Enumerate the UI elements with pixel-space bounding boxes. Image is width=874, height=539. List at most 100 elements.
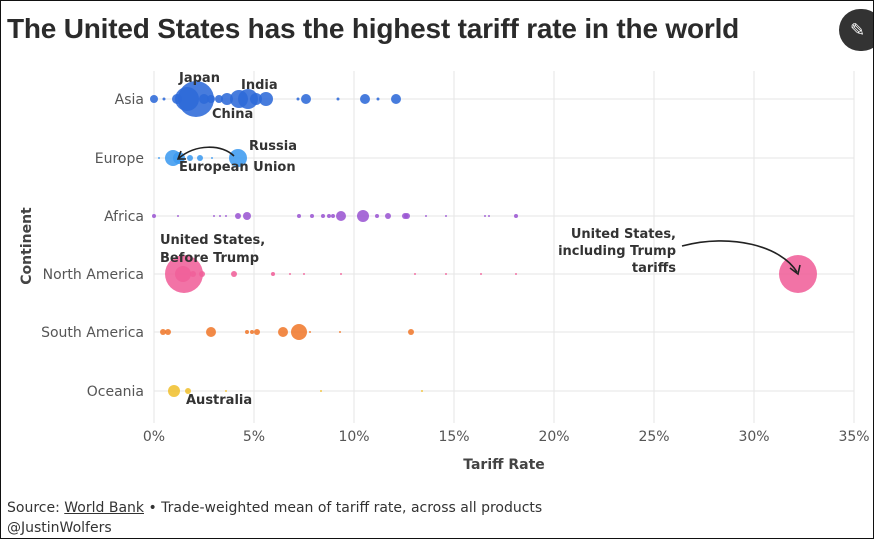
category-label: Oceania: [87, 384, 144, 400]
data-point-africa: [297, 214, 301, 218]
data-point-asia: [230, 90, 248, 108]
footer: Source: World Bank • Trade-weighted mean…: [7, 498, 542, 538]
us-trump-arrow: [681, 240, 798, 273]
data-point-asia: [172, 94, 182, 104]
data-point-south-america: [278, 327, 288, 337]
data-point-asia: [391, 94, 401, 104]
data-point-europe: [187, 155, 193, 161]
data-point-asia: [175, 87, 199, 111]
annotation-us-trump-1: United States,: [571, 227, 676, 242]
data-point-asia: [207, 95, 215, 103]
data-point-africa: [177, 215, 179, 217]
data-point-north-america: [175, 266, 191, 282]
data-point-south-america: [309, 331, 311, 333]
data-point-africa: [375, 214, 379, 218]
data-point-oceania: [185, 388, 191, 394]
source-note: • Trade-weighted mean of tariff rate, ac…: [148, 500, 543, 516]
us-trump-arrowhead: [789, 264, 801, 276]
data-point-north-america: [271, 272, 275, 276]
data-point-africa: [445, 215, 447, 217]
data-point-africa: [213, 215, 215, 217]
data-point-asia: [376, 97, 380, 101]
data-point-north-america: [289, 273, 291, 275]
data-point-south-america: [165, 329, 171, 335]
data-point-north-america: [480, 273, 482, 275]
data-point-north-america: [414, 273, 416, 275]
x-axis-ticks: 0% 5% 10% 15% 20% 25% 30% 35%: [143, 429, 870, 445]
data-point-south-america: [408, 329, 414, 335]
data-point-north-america: [340, 273, 342, 275]
data-point-europe: [229, 149, 247, 167]
data-point-asia: [259, 92, 273, 106]
author-handle: @JustinWolfers: [7, 520, 112, 536]
category-label: South America: [41, 325, 144, 341]
data-points: [150, 81, 817, 397]
eu-arrowhead: [176, 150, 186, 160]
source-line: Source: World Bank • Trade-weighted mean…: [7, 498, 542, 518]
category-label: North America: [43, 267, 144, 283]
x-tick-label: 5%: [243, 429, 265, 445]
data-point-europe: [197, 155, 203, 161]
data-point-africa: [331, 214, 335, 218]
x-tick-label: 0%: [143, 429, 165, 445]
y-axis-title: Continent: [19, 207, 35, 285]
annotation-china: China: [212, 107, 253, 122]
x-tick-label: 25%: [638, 429, 669, 445]
data-point-africa: [235, 213, 241, 219]
data-point-south-america: [254, 329, 260, 335]
category-label: Europe: [95, 151, 144, 167]
annotation-us-before-2: Before Trump: [160, 251, 259, 266]
data-point-oceania: [168, 385, 180, 397]
annotation-arrows: [176, 146, 801, 276]
data-point-south-america: [291, 324, 307, 340]
data-point-europe: [211, 157, 213, 159]
annotation-japan: Japan: [178, 71, 220, 86]
x-tick-label: 20%: [538, 429, 569, 445]
data-point-asia: [360, 94, 370, 104]
x-tick-label: 30%: [738, 429, 769, 445]
grid: [153, 71, 855, 423]
data-point-africa: [243, 212, 251, 220]
data-point-south-america: [160, 329, 166, 335]
pencil-icon: ✎: [850, 19, 866, 40]
data-point-asia: [336, 97, 340, 101]
data-point-asia: [162, 97, 166, 101]
data-point-africa: [321, 214, 325, 218]
annotation-russia: Russia: [249, 139, 297, 154]
annotation-us-trump-3: tariffs: [632, 261, 676, 276]
x-tick-label: 35%: [838, 429, 869, 445]
annotations: Japan India China Russia European Union …: [160, 71, 676, 408]
x-tick-label: 15%: [438, 429, 469, 445]
annotation-australia: Australia: [186, 393, 252, 408]
data-point-north-america: [190, 271, 196, 277]
y-axis-categories: Asia Europe Africa North America South Ameri…: [41, 92, 144, 400]
annotation-india: India: [241, 78, 278, 93]
data-point-africa: [484, 215, 486, 217]
annotation-us-before-1: United States,: [160, 233, 265, 248]
category-label: Africa: [104, 209, 144, 225]
data-point-north-america: [199, 271, 205, 277]
data-point-africa: [425, 215, 427, 217]
data-point-africa: [404, 213, 410, 219]
data-point-asia: [215, 95, 223, 103]
annotation-eu: European Union: [179, 160, 296, 175]
data-point-oceania: [421, 390, 423, 392]
data-point-oceania: [320, 390, 322, 392]
annotation-us-trump-2: including Trump: [558, 244, 676, 259]
data-point-south-america: [339, 331, 341, 333]
category-label: Asia: [115, 92, 144, 108]
data-point-north-america: [515, 273, 517, 275]
data-point-africa: [514, 214, 518, 218]
data-point-north-america: [231, 271, 237, 277]
data-point-africa: [219, 215, 221, 217]
data-point-asia: [301, 94, 311, 104]
data-point-south-america: [245, 330, 249, 334]
world-bank-link[interactable]: World Bank: [64, 500, 144, 516]
data-point-africa: [357, 210, 369, 222]
chart-title: The United States has the highest tariff…: [7, 13, 740, 44]
edit-button[interactable]: ✎: [839, 9, 873, 51]
data-point-africa: [327, 214, 331, 218]
data-point-north-america: [445, 273, 447, 275]
data-point-europe: [158, 157, 160, 159]
